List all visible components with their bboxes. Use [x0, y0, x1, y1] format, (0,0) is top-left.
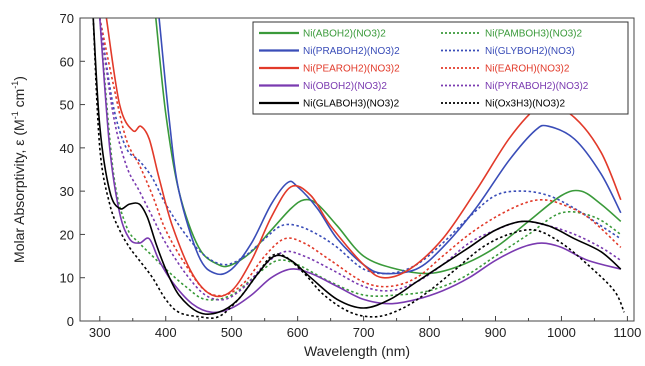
legend-label-2: Ni(PAMBOH3)(NO3)2	[485, 29, 582, 40]
x-axis: 300 400 500 600 700 800 900 1000 1100	[89, 316, 641, 340]
x-tick-label: 700	[353, 325, 375, 340]
legend-label-1: Ni(ABOH2)(NO3)2	[303, 29, 386, 40]
x-tick-label: 600	[287, 325, 309, 340]
series-line-3	[158, 18, 622, 276]
x-tick-label: 800	[419, 325, 441, 340]
y-axis-label-mid: cm	[11, 89, 27, 112]
x-tick-label: 300	[89, 325, 111, 340]
y-axis-label-sup2: -1	[10, 81, 20, 89]
y-axis-label-sup1: -1	[10, 111, 20, 119]
y-tick-label: 70	[60, 11, 74, 26]
y-tick-label: 40	[60, 141, 74, 156]
x-tick-label: 400	[155, 325, 177, 340]
series-line-6	[99, 18, 622, 297]
y-tick-label: 30	[60, 184, 74, 199]
legend-label-3: Ni(PRABOH2)(NO3)2	[303, 46, 400, 57]
legend: Ni(ABOH2)(NO3)2 Ni(PAMBOH3)(NO3)2 Ni(PRABO…	[252, 21, 629, 115]
y-axis-label-end: )	[11, 76, 27, 81]
y-axis: 0 10 20 30 40 50 60 70	[60, 11, 85, 329]
legend-label-7: Ni(OBOH2)(NO3)2	[303, 81, 387, 92]
series-line-9	[92, 18, 622, 316]
legend-label-6: Ni(EAROH)(NO3)2	[485, 64, 570, 75]
y-tick-label: 0	[67, 314, 74, 329]
legend-label-10: Ni(Ox3H3)(NO3)2	[485, 99, 565, 110]
series-line-1	[155, 18, 622, 275]
y-axis-label: Molar Absorptivity, ε (M-1 cm-1)	[10, 76, 27, 263]
plot-frame	[79, 17, 635, 322]
legend-label-4: Ni(GLYBOH2)(NO3)	[485, 46, 575, 57]
x-tick-label: 500	[221, 325, 243, 340]
legend-label-5: Ni(PEAROH2)(NO3)2	[303, 64, 400, 75]
x-tick-label: 1100	[613, 325, 641, 340]
y-tick-label: 50	[60, 98, 74, 113]
series-line-10	[92, 18, 625, 319]
series-line-7	[99, 18, 622, 314]
x-tick-label: 1000	[547, 325, 576, 340]
legend-box	[252, 21, 629, 115]
x-axis-label: Wavelength (nm)	[304, 343, 410, 359]
legend-label-9: Ni(GLABOH3)(NO3)2	[303, 99, 400, 110]
legend-label-8: Ni(PYRABOH2)(NO3)2	[485, 81, 589, 92]
y-axis-label-main: Molar Absorptivity, ε (M	[11, 119, 27, 263]
y-tick-label: 10	[60, 271, 74, 286]
x-tick-label: 900	[485, 325, 507, 340]
y-tick-label: 60	[60, 54, 74, 69]
y-tick-label: 20	[60, 227, 74, 242]
